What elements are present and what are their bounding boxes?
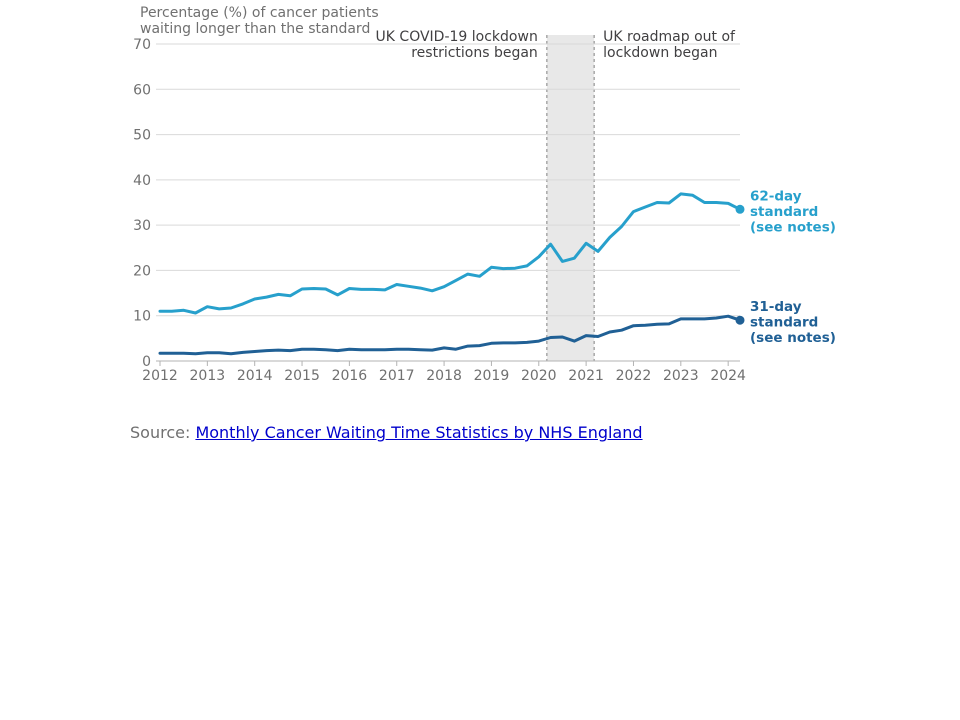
x-tick-label: 2023 <box>663 368 699 384</box>
x-tick-label: 2019 <box>474 368 510 384</box>
y-tick-label: 0 <box>142 354 151 370</box>
x-tick-label: 2016 <box>332 368 368 384</box>
x-tick-label: 2022 <box>616 368 652 384</box>
y-tick-label: 10 <box>133 309 151 325</box>
x-tick-label: 2012 <box>142 368 178 384</box>
series-line-62-day <box>158 192 742 315</box>
series-label: standard <box>750 204 818 220</box>
y-tick-label: 50 <box>133 128 151 144</box>
series-end-point <box>735 315 745 325</box>
y-tick-label: 30 <box>133 218 151 234</box>
series-label: (see notes) <box>750 219 836 235</box>
x-tick-label: 2017 <box>379 368 415 384</box>
series-label: 31-day <box>750 299 802 315</box>
lockdown-annotation: UK COVID-19 lockdown <box>376 29 538 45</box>
y-tick-label: 60 <box>133 82 151 98</box>
roadmap-annotation: lockdown began <box>603 45 717 61</box>
series-line-31-day <box>158 314 742 356</box>
x-tick-label: 2021 <box>568 368 604 384</box>
lockdown-shaded-region <box>546 35 595 361</box>
series-end-point <box>735 204 745 214</box>
x-tick-label: 2014 <box>237 368 273 384</box>
source-prefix: Source: <box>130 423 196 442</box>
series-label: (see notes) <box>750 330 836 346</box>
x-tick-label: 2024 <box>710 368 746 384</box>
x-tick-label: 2018 <box>426 368 462 384</box>
series-label: standard <box>750 315 818 331</box>
y-axis-title: Percentage (%) of cancer patients <box>140 5 379 21</box>
roadmap-annotation: UK roadmap out of <box>603 29 736 45</box>
x-tick-label: 2015 <box>284 368 320 384</box>
x-tick-label: 2020 <box>521 368 557 384</box>
y-axis-title: waiting longer than the standard <box>140 21 370 37</box>
y-tick-label: 20 <box>133 263 151 279</box>
x-tick-label: 2013 <box>190 368 226 384</box>
lockdown-annotation: restrictions began <box>411 45 538 61</box>
y-tick-label: 70 <box>133 37 151 53</box>
source-link[interactable]: Monthly Cancer Waiting Time Statistics b… <box>195 423 643 442</box>
series-label: 62-day <box>750 188 802 204</box>
y-tick-label: 40 <box>133 173 151 189</box>
source-note: Source: Monthly Cancer Waiting Time Stat… <box>130 423 643 442</box>
